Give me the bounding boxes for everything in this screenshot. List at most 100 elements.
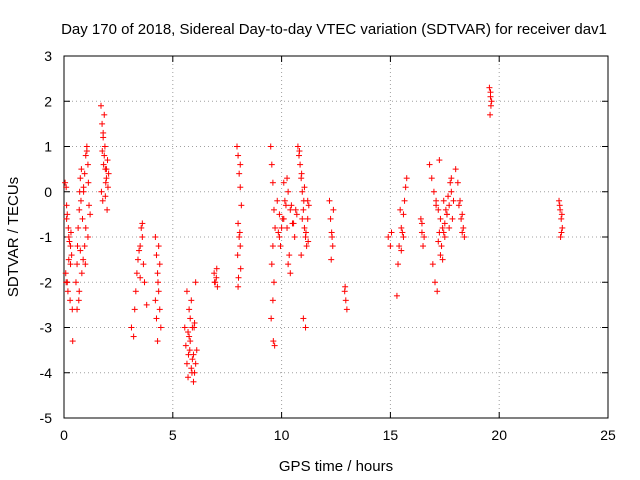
data-point (155, 288, 162, 295)
data-point (269, 179, 276, 186)
data-point (67, 297, 74, 304)
data-point (82, 261, 89, 268)
data-point (301, 184, 308, 191)
data-point (329, 234, 336, 240)
data-point (437, 252, 444, 259)
y-axis-label: SDTVAR / TECUs (5, 177, 22, 297)
data-point (438, 243, 445, 250)
data-point (188, 365, 195, 372)
data-point (156, 306, 163, 313)
data-point (102, 179, 109, 186)
data-point (155, 279, 162, 286)
data-point (305, 202, 312, 209)
data-point (275, 229, 282, 236)
data-point (328, 256, 335, 263)
data-point (74, 261, 81, 268)
data-point (556, 202, 563, 209)
data-point (448, 175, 455, 182)
data-point (185, 329, 192, 336)
data-point (428, 175, 435, 182)
data-point (104, 206, 111, 213)
data-point (85, 179, 92, 186)
data-point (445, 193, 452, 200)
data-point (236, 234, 243, 240)
data-point (397, 206, 404, 213)
data-point (278, 224, 285, 231)
data-point (213, 265, 220, 272)
data-point (429, 261, 436, 268)
data-point (97, 102, 104, 109)
data-point (296, 148, 303, 155)
data-point (138, 224, 145, 231)
data-point (458, 215, 465, 222)
data-point (235, 283, 242, 290)
data-point (236, 170, 243, 177)
data-point (190, 378, 197, 385)
data-point (455, 202, 462, 209)
data-point (84, 234, 91, 240)
data-point (395, 261, 402, 268)
data-point (300, 315, 307, 322)
data-point (189, 356, 196, 363)
data-point (233, 143, 240, 150)
data-point (78, 166, 85, 173)
data-point (237, 243, 244, 250)
data-point (272, 224, 279, 231)
y-tick-label: 2 (44, 93, 52, 109)
data-point (437, 215, 444, 222)
data-point (436, 229, 443, 236)
data-points (62, 84, 566, 385)
data-point (100, 161, 107, 168)
data-point (191, 324, 198, 331)
data-point (388, 229, 395, 236)
data-point (192, 360, 199, 367)
data-point (304, 215, 311, 222)
data-point (76, 206, 83, 213)
data-point (65, 234, 72, 240)
data-point (235, 152, 242, 159)
data-point (137, 243, 144, 250)
data-point (487, 102, 494, 109)
data-point (297, 161, 304, 168)
data-point (100, 129, 107, 136)
data-point (72, 279, 79, 286)
data-point (268, 315, 275, 322)
data-point (134, 256, 141, 263)
x-axis-label: GPS time / hours (279, 458, 393, 475)
data-point (139, 220, 146, 227)
data-point (62, 179, 69, 186)
data-point (330, 206, 337, 213)
data-point (559, 224, 566, 231)
data-point (62, 270, 69, 277)
data-point (188, 297, 195, 304)
data-point (64, 211, 71, 218)
data-point (439, 256, 446, 263)
data-point (287, 270, 294, 277)
data-point (400, 234, 407, 240)
data-point (237, 265, 244, 272)
data-point (235, 220, 242, 227)
data-point (77, 175, 84, 182)
data-point (74, 306, 81, 313)
data-point (101, 152, 108, 159)
data-point (270, 279, 277, 286)
data-point (446, 202, 453, 209)
data-point (557, 234, 564, 240)
data-point (435, 238, 442, 245)
data-point (267, 143, 274, 150)
data-point (558, 229, 565, 236)
data-point (393, 292, 400, 299)
data-point (286, 252, 293, 259)
data-point (439, 224, 446, 231)
data-point (103, 166, 110, 173)
data-point (418, 229, 425, 236)
data-point (558, 215, 565, 222)
data-point (63, 215, 70, 222)
data-point (276, 211, 283, 218)
data-point (154, 270, 161, 277)
data-point (141, 279, 148, 286)
data-point (152, 297, 159, 304)
data-point (136, 247, 143, 254)
data-point (302, 324, 309, 331)
data-point (186, 347, 193, 354)
